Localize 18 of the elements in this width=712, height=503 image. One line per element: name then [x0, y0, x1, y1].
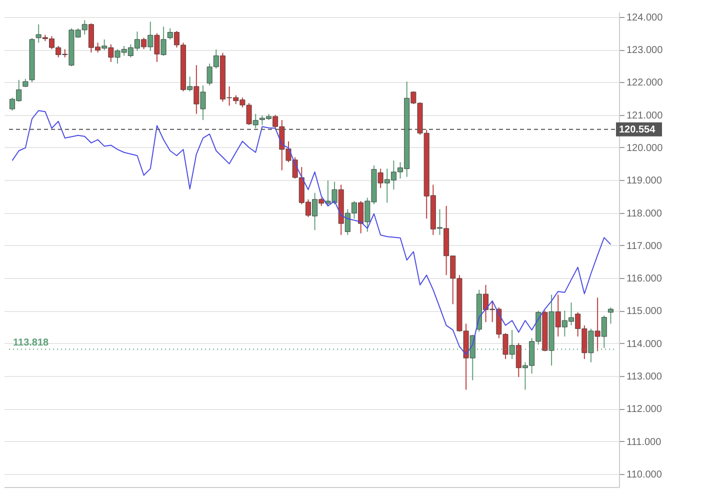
y-tick-label: 119.000: [626, 176, 662, 187]
ref-line-label: 120.554: [619, 124, 656, 136]
ref-line-label: 113.818: [13, 337, 50, 348]
y-tick-label: 116.000: [626, 274, 662, 285]
y-tick-label: 118.000: [626, 208, 662, 220]
candlestick: [608, 306, 614, 324]
y-tick-label: 122.000: [626, 78, 664, 89]
y-tick-label: 121.000: [626, 110, 664, 122]
y-tick-label: 113.000: [626, 372, 662, 383]
y-tick-label: 123.000: [626, 45, 664, 56]
y-tick-label: 114.000: [626, 338, 662, 350]
y-tick-label: 120.000: [626, 142, 664, 154]
y-tick-label: 117.000: [626, 240, 662, 252]
y-tick-label: 115.000: [626, 306, 662, 318]
y-tick-label: 124.000: [626, 12, 664, 24]
y-tick-label: 110.000: [626, 469, 662, 480]
y-tick-label: 111.000: [626, 436, 662, 448]
y-tick-label: 112.000: [626, 404, 662, 416]
